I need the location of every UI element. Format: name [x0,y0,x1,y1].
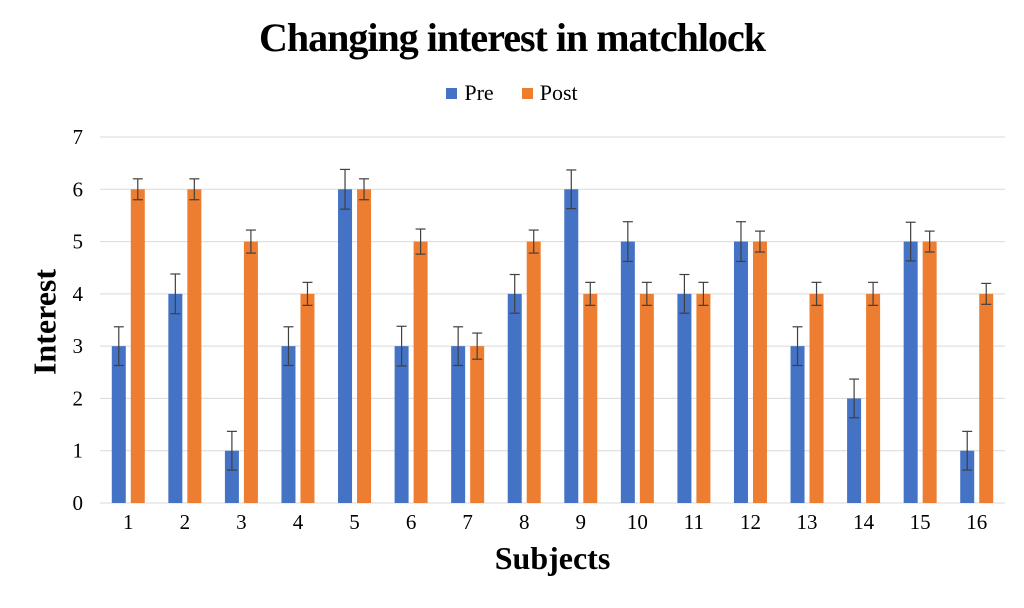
bar-pre-15 [903,241,918,504]
x-tick-label: 6 [406,510,417,534]
x-tick-label: 16 [966,510,987,534]
y-tick-label: 1 [73,439,84,463]
x-tick-label: 1 [123,510,134,534]
y-tick-label: 2 [73,386,84,410]
bar-post-11 [696,293,711,503]
bar-post-1 [130,189,145,504]
x-axis-title: Subjects [494,540,611,576]
x-tick-label: 8 [519,510,530,534]
x-tick-label: 14 [853,510,875,534]
x-tick-label: 9 [576,510,587,534]
y-tick-label: 6 [73,177,84,201]
y-axis-title: Interest [26,268,63,376]
bar-pre-8 [507,293,522,503]
bar-pre-11 [677,293,692,503]
x-tick-label: 3 [236,510,247,534]
y-tick-label: 3 [73,334,84,358]
bar-pre-2 [168,293,183,503]
bar-pre-10 [620,241,635,504]
x-tick-label: 7 [462,510,473,534]
bar-pre-16 [960,450,975,503]
bar-pre-9 [564,189,579,504]
bar-pre-3 [224,450,239,503]
bar-post-4 [300,293,315,503]
bar-post-8 [526,241,541,504]
x-tick-label: 15 [910,510,931,534]
y-tick-label: 0 [73,491,84,515]
post-series-swatch-icon [521,87,533,99]
bar-post-7 [470,346,485,503]
bar-pre-4 [281,346,296,503]
x-tick-label: 10 [627,510,648,534]
legend-item-pre: Pre [446,80,494,106]
bar-pre-5 [338,189,353,504]
bar-pre-7 [451,346,466,503]
chart-title: Changing interest in matchlock [259,15,766,60]
x-tick-label: 13 [797,510,818,534]
y-tick-label: 4 [73,282,84,306]
bar-post-9 [583,293,598,503]
x-tick-label: 11 [684,510,704,534]
bar-post-2 [187,189,202,504]
bar-pre-1 [111,346,126,503]
bar-post-16 [979,293,994,503]
legend-label-pre: Pre [464,80,494,105]
bar-post-5 [357,189,372,504]
x-tick-label: 5 [349,510,360,534]
bar-post-3 [243,241,258,504]
y-tick-label: 7 [73,125,84,149]
bar-post-6 [413,241,428,504]
bar-pre-6 [394,346,409,503]
legend-label-post: Post [539,80,578,105]
bar-post-15 [922,241,937,504]
bar-post-12 [752,241,767,504]
bar-post-14 [866,293,881,503]
x-tick-label: 12 [740,510,761,534]
bar-pre-12 [733,241,748,504]
bar-post-10 [639,293,654,503]
pre-series-swatch-icon [446,87,458,99]
x-tick-label: 4 [293,510,304,534]
x-tick-label: 2 [180,510,191,534]
legend: Pre Post [0,80,1024,106]
bar-pre-13 [790,346,805,503]
y-tick-label: 5 [73,230,84,254]
bar-pre-14 [847,398,862,503]
bar-post-13 [809,293,824,503]
legend-item-post: Post [521,80,578,106]
